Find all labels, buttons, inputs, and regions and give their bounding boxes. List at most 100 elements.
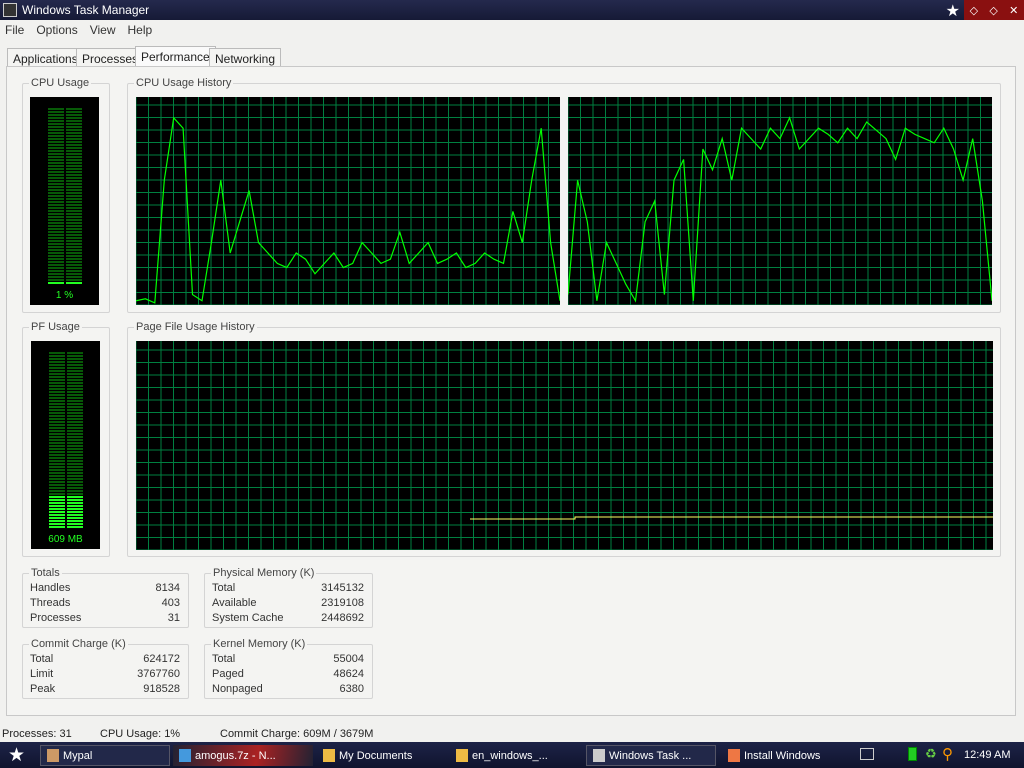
meter-segment — [49, 523, 65, 525]
meter-segment — [66, 225, 82, 227]
cpu-history-label: CPU Usage History — [134, 77, 234, 89]
meter-segment — [66, 279, 82, 281]
meter-segment — [48, 165, 64, 167]
clock[interactable]: 12:49 AM — [964, 749, 1011, 761]
meter-segment — [48, 189, 64, 191]
meter-segment — [48, 138, 64, 140]
meter-segment — [67, 370, 83, 372]
meter-segment — [66, 222, 82, 224]
meter-segment — [67, 445, 83, 447]
meter-segment — [48, 132, 64, 134]
status-commit: Commit Charge: 609M / 3679M — [220, 728, 374, 740]
meter-segment — [67, 424, 83, 426]
meter-segment — [49, 508, 65, 510]
meter-segment — [66, 243, 82, 245]
meter-segment — [67, 400, 83, 402]
window-title: Windows Task Manager — [22, 3, 150, 17]
taskbar-item[interactable]: Windows Task ... — [586, 745, 716, 766]
tray-green-icon[interactable] — [908, 747, 917, 761]
meter-segment — [67, 373, 83, 375]
meter-segment — [49, 493, 65, 495]
menu-view[interactable]: View — [89, 23, 116, 37]
meter-segment — [66, 150, 82, 152]
meter-segment — [49, 499, 65, 501]
status-bar: Processes: 31 CPU Usage: 1% Commit Charg… — [0, 727, 1024, 742]
pf-usage-label: PF Usage — [29, 321, 82, 333]
start-star-icon[interactable]: ★ — [8, 745, 26, 766]
stat-value: 624172 — [143, 653, 180, 665]
menu-file[interactable]: File — [5, 23, 25, 37]
meter-segment — [49, 409, 65, 411]
meter-segment — [67, 358, 83, 360]
pf-history-label: Page File Usage History — [134, 321, 257, 333]
meter-segment — [67, 448, 83, 450]
meter-segment — [66, 129, 82, 131]
meter-segment — [49, 394, 65, 396]
taskbar-item[interactable]: Mypal — [40, 745, 170, 766]
meter-segment — [48, 246, 64, 248]
meter-segment — [48, 252, 64, 254]
meter-segment — [48, 129, 64, 131]
minimize-button[interactable]: ◇ — [969, 4, 979, 17]
meter-segment — [48, 207, 64, 209]
tray-search-icon[interactable]: ⚲ — [942, 746, 953, 763]
stat-label: Total — [212, 653, 236, 665]
meter-segment — [66, 177, 82, 179]
meter-segment — [66, 141, 82, 143]
meter-segment — [49, 430, 65, 432]
folder-icon — [456, 749, 468, 762]
meter-segment — [48, 228, 64, 230]
tray-network-icon[interactable]: ♻ — [925, 746, 937, 761]
taskbar-item-label: amogus.7z - N... — [195, 749, 276, 762]
stat-label: Total — [30, 653, 54, 665]
menu-options[interactable]: Options — [36, 23, 78, 37]
meter-segment — [66, 180, 82, 182]
meter-segment — [49, 514, 65, 516]
taskbar-item[interactable]: Install Windows — [722, 745, 852, 766]
meter-segment — [49, 451, 65, 453]
stat-row: Nonpaged 6380 — [212, 683, 364, 695]
stat-row: Peak 918528 — [30, 683, 180, 695]
taskbar-item[interactable]: My Documents — [317, 745, 447, 766]
close-button[interactable]: ✕ — [1009, 4, 1019, 17]
meter-segment — [67, 367, 83, 369]
meter-segment — [66, 255, 82, 257]
meter-segment — [48, 222, 64, 224]
commit-charge-label: Commit Charge (K) — [29, 638, 128, 650]
meter-segment — [48, 171, 64, 173]
browser-icon — [47, 749, 59, 762]
meter-segment — [48, 117, 64, 119]
meter-segment — [66, 240, 82, 242]
meter-segment — [66, 159, 82, 161]
meter-segment — [49, 478, 65, 480]
meter-segment — [49, 487, 65, 489]
tab-performance[interactable]: Performance — [135, 46, 216, 67]
meter-segment — [66, 261, 82, 263]
meter-segment — [67, 388, 83, 390]
meter-segment — [49, 433, 65, 435]
menu-help[interactable]: Help — [127, 23, 153, 37]
star-icon[interactable]: ★ — [945, 3, 960, 20]
taskbar-item-label: Windows Task ... — [609, 749, 692, 762]
meter-segment — [49, 424, 65, 426]
meter-segment — [67, 508, 83, 510]
meter-segment — [48, 198, 64, 200]
meter-segment — [67, 403, 83, 405]
taskbar-item-label: Install Windows — [744, 749, 821, 762]
kernel-memory-group: Kernel Memory (K) Total 55004 Paged 48624 Non… — [204, 638, 373, 699]
taskbar-item[interactable]: amogus.7z - N... — [173, 745, 313, 766]
taskbar-item[interactable]: en_windows_... — [450, 745, 580, 766]
stat-label: Total — [212, 582, 236, 594]
meter-segment — [48, 231, 64, 233]
stat-label: Processes — [30, 612, 82, 624]
tab-applications[interactable]: Applications — [7, 48, 84, 67]
keyboard-icon[interactable] — [860, 748, 874, 760]
tab-processes[interactable]: Processes — [76, 48, 145, 67]
physical-memory-label: Physical Memory (K) — [211, 567, 317, 579]
meter-segment — [66, 234, 82, 236]
meter-segment — [49, 460, 65, 462]
tab-networking[interactable]: Networking — [209, 48, 282, 67]
maximize-button[interactable]: ◇ — [989, 4, 998, 17]
meter-segment — [66, 270, 82, 272]
meter-segment — [48, 162, 64, 164]
